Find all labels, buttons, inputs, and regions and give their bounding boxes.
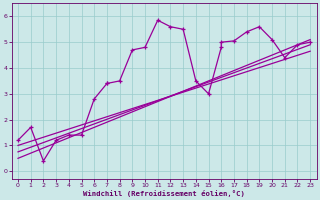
X-axis label: Windchill (Refroidissement éolien,°C): Windchill (Refroidissement éolien,°C)	[83, 190, 245, 197]
